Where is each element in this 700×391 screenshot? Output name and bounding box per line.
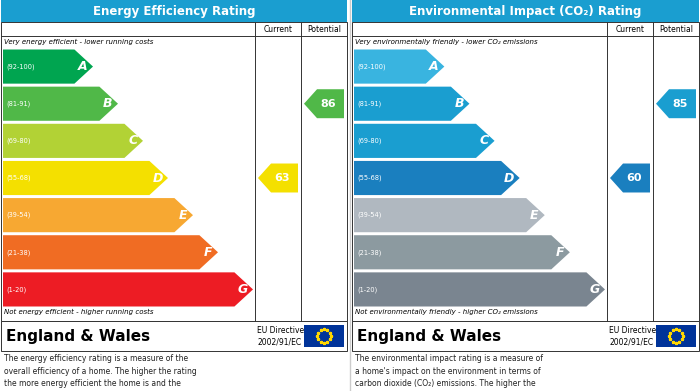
Polygon shape [3, 273, 253, 307]
Text: EU Directive
2002/91/EC: EU Directive 2002/91/EC [257, 326, 304, 346]
Bar [304, 325, 344, 347]
Text: 63: 63 [274, 173, 290, 183]
Text: (21-38): (21-38) [357, 249, 382, 256]
Polygon shape [3, 235, 218, 269]
Text: Very environmentally friendly - lower CO₂ emissions: Very environmentally friendly - lower CO… [355, 39, 538, 45]
Text: England & Wales: England & Wales [6, 328, 150, 344]
Text: Very energy efficient - lower running costs: Very energy efficient - lower running co… [4, 39, 153, 45]
Polygon shape [3, 161, 168, 195]
Text: G: G [589, 283, 600, 296]
Text: C: C [128, 135, 137, 147]
Text: D: D [504, 172, 514, 185]
Text: (92-100): (92-100) [6, 63, 34, 70]
Text: (39-54): (39-54) [357, 212, 382, 219]
Text: B: B [103, 97, 113, 110]
Text: Not energy efficient - higher running costs: Not energy efficient - higher running co… [4, 309, 153, 315]
Text: F: F [555, 246, 564, 259]
Text: Potential: Potential [307, 25, 341, 34]
Text: Potential: Potential [659, 25, 693, 34]
Polygon shape [3, 50, 93, 84]
Text: B: B [454, 97, 464, 110]
Polygon shape [3, 124, 143, 158]
Text: A: A [429, 60, 439, 73]
Text: (92-100): (92-100) [357, 63, 386, 70]
Polygon shape [354, 273, 605, 307]
Text: 85: 85 [672, 99, 687, 109]
Polygon shape [354, 50, 444, 84]
Polygon shape [3, 198, 193, 232]
Bar [352, 22, 699, 321]
Bar [352, 0, 699, 22]
Text: 60: 60 [626, 173, 642, 183]
Polygon shape [610, 163, 650, 192]
Polygon shape [354, 124, 495, 158]
Text: (1-20): (1-20) [357, 286, 377, 293]
Bar [1, 22, 347, 321]
Bar [352, 321, 699, 351]
Text: (55-68): (55-68) [6, 175, 31, 181]
Polygon shape [354, 161, 519, 195]
Text: (69-80): (69-80) [6, 138, 31, 144]
Polygon shape [3, 87, 118, 121]
Polygon shape [304, 89, 344, 118]
Text: (1-20): (1-20) [6, 286, 27, 293]
Text: C: C [480, 135, 489, 147]
Text: 86: 86 [320, 99, 336, 109]
Polygon shape [354, 87, 470, 121]
Bar [1, 0, 347, 22]
Polygon shape [354, 198, 545, 232]
Polygon shape [354, 235, 570, 269]
Text: D: D [153, 172, 163, 185]
Text: Environmental Impact (CO₂) Rating: Environmental Impact (CO₂) Rating [410, 5, 642, 18]
Text: Current: Current [263, 25, 293, 34]
Polygon shape [656, 89, 696, 118]
Text: (81-91): (81-91) [6, 100, 30, 107]
Text: E: E [178, 209, 187, 222]
Text: A: A [78, 60, 88, 73]
Text: G: G [237, 283, 248, 296]
Polygon shape [258, 163, 298, 192]
Text: (21-38): (21-38) [6, 249, 30, 256]
Text: The environmental impact rating is a measure of
a home's impact on the environme: The environmental impact rating is a mea… [355, 354, 543, 391]
Text: (69-80): (69-80) [357, 138, 382, 144]
Text: Not environmentally friendly - higher CO₂ emissions: Not environmentally friendly - higher CO… [355, 309, 538, 315]
Text: Energy Efficiency Rating: Energy Efficiency Rating [92, 5, 256, 18]
Text: (81-91): (81-91) [357, 100, 382, 107]
Bar [1, 321, 347, 351]
Text: (55-68): (55-68) [357, 175, 382, 181]
Text: EU Directive
2002/91/EC: EU Directive 2002/91/EC [609, 326, 656, 346]
Text: The energy efficiency rating is a measure of the
overall efficiency of a home. T: The energy efficiency rating is a measur… [4, 354, 197, 391]
Bar [656, 325, 696, 347]
Text: F: F [204, 246, 212, 259]
Text: E: E [530, 209, 539, 222]
Text: (39-54): (39-54) [6, 212, 30, 219]
Text: England & Wales: England & Wales [357, 328, 501, 344]
Text: Current: Current [615, 25, 645, 34]
